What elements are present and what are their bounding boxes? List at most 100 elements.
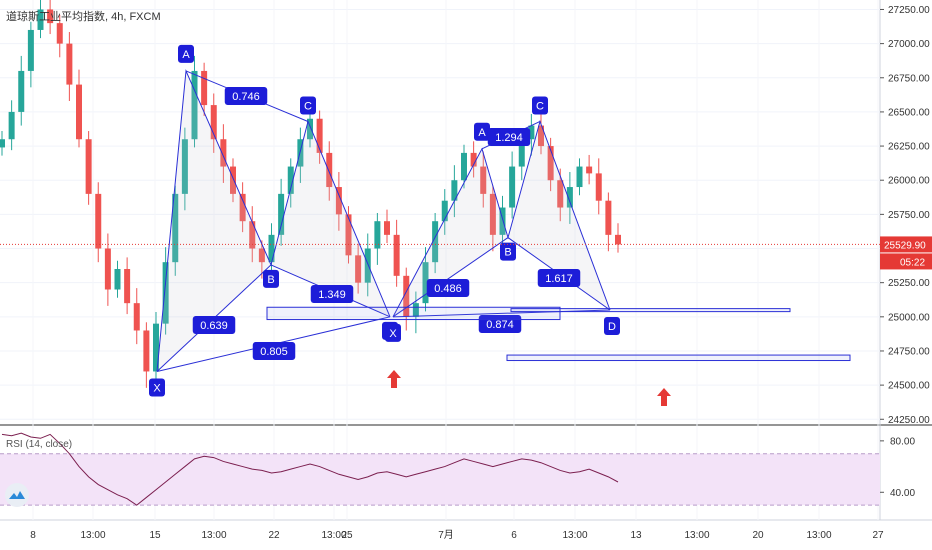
candle-body — [557, 180, 564, 208]
support-zone-2 — [510, 308, 791, 313]
price-scale[interactable] — [880, 0, 932, 550]
point-label-d: D — [608, 321, 616, 333]
candle-body — [605, 200, 612, 235]
price-tick-label: 27250.00 — [888, 5, 930, 16]
last-price-tag — [880, 236, 932, 253]
candle-body — [374, 221, 381, 249]
time-tick-label: 13:00 — [684, 530, 709, 541]
candle-body — [595, 173, 602, 201]
ratio-label: 0.639 — [200, 320, 228, 332]
candle-body — [0, 139, 5, 148]
up-arrow-icon — [387, 370, 401, 388]
candle-body — [393, 234, 400, 276]
candle-body — [307, 118, 313, 140]
candle-body — [162, 262, 169, 324]
candle-body — [268, 234, 275, 263]
candle-body — [499, 207, 506, 235]
harmonic-patterns: XABCD0.7460.6391.3490.805XABCD1.2940.486… — [149, 44, 620, 397]
candle-body — [316, 118, 323, 153]
candle-body — [576, 166, 583, 188]
candle-body — [384, 221, 390, 235]
candle-body — [85, 139, 92, 194]
time-tick-label: 13:00 — [562, 530, 587, 541]
point-label-bg — [474, 122, 490, 141]
ratio-label: 1.617 — [545, 273, 573, 285]
ratio-label-bg — [310, 285, 354, 303]
candle-body — [451, 180, 458, 201]
ratio-label: 0.746 — [232, 91, 260, 103]
candle-body — [104, 248, 111, 290]
ratio-label-bg — [252, 342, 296, 360]
time-tick-label: 7月 — [438, 529, 454, 541]
candle-body — [586, 166, 593, 174]
time-tick-label: 27 — [872, 530, 884, 541]
candle-body — [210, 105, 217, 140]
chart-title: 道琼斯工业平均指数, 4h, FXCM — [6, 9, 161, 23]
rsi-tick-label: 80.00 — [890, 436, 915, 447]
candle-body — [518, 139, 525, 167]
up-arrow-icon — [657, 388, 671, 406]
pattern-fill — [393, 148, 508, 317]
price-tick-label: 26500.00 — [888, 107, 930, 118]
ratio-label-bg — [192, 316, 236, 334]
candle-body — [124, 269, 131, 304]
candles — [0, 0, 621, 388]
candle-body — [220, 139, 227, 167]
time-tick-label: 6 — [511, 530, 517, 541]
candle-body — [143, 330, 150, 372]
candle-body — [441, 200, 448, 222]
grid — [0, 0, 880, 520]
rsi-label: RSI (14, close) — [6, 439, 72, 450]
candle-body — [249, 221, 256, 249]
price-tick-label: 24500.00 — [888, 381, 930, 392]
candle-body — [153, 323, 159, 372]
main-pane[interactable] — [0, 0, 880, 425]
candle-body — [489, 193, 496, 235]
candle-body — [258, 248, 265, 263]
ratio-label-bg — [487, 128, 531, 146]
candle-body — [230, 166, 236, 194]
ratio-label-bg — [224, 87, 268, 105]
time-tick-label: 8 — [30, 530, 36, 541]
candle-body — [8, 111, 15, 140]
price-tick-label: 27000.00 — [888, 39, 930, 50]
point-label-b: B — [267, 274, 274, 286]
point-label-a: A — [182, 49, 190, 61]
candle-body — [66, 43, 73, 85]
price-tick-label: 25250.00 — [888, 278, 930, 289]
candle-body — [239, 193, 246, 222]
candle-body — [47, 9, 54, 24]
time-tick-label: 20 — [752, 530, 764, 541]
price-tick-label: 25750.00 — [888, 210, 930, 221]
target-zone — [506, 354, 851, 362]
ratio-label: 0.805 — [260, 346, 288, 358]
tradingview-logo-icon[interactable] — [5, 483, 29, 507]
countdown-label: 05:22 — [900, 257, 925, 268]
price-tick-label: 24250.00 — [888, 415, 930, 426]
time-tick-label: 13:00 — [806, 530, 831, 541]
time-tick-label: 13:00 — [80, 530, 105, 541]
point-label-bg — [385, 323, 401, 342]
point-label-a: A — [478, 127, 486, 139]
time-tick-label: 13:00 — [321, 530, 346, 541]
candle-body — [528, 125, 535, 140]
pattern-diagonal — [392, 237, 509, 318]
point-label-bg — [604, 316, 620, 335]
candle-body — [133, 303, 140, 331]
candle-body — [566, 187, 573, 208]
ratio-label-bg — [426, 279, 470, 297]
candle-body — [335, 187, 342, 215]
price-tick-label: 25000.00 — [888, 312, 930, 323]
candle-body — [403, 275, 410, 317]
time-tick-label: 25 — [341, 530, 353, 541]
candle-body — [461, 152, 467, 181]
rsi-indicator: 80.00 40.00 — [1, 432, 915, 506]
point-label-x: X — [153, 382, 161, 394]
candle-body — [364, 248, 371, 283]
rsi-band — [0, 453, 880, 506]
candle-body — [287, 166, 294, 194]
pattern-fill — [271, 121, 390, 317]
candle-body — [181, 139, 188, 194]
candle-body — [326, 152, 333, 188]
